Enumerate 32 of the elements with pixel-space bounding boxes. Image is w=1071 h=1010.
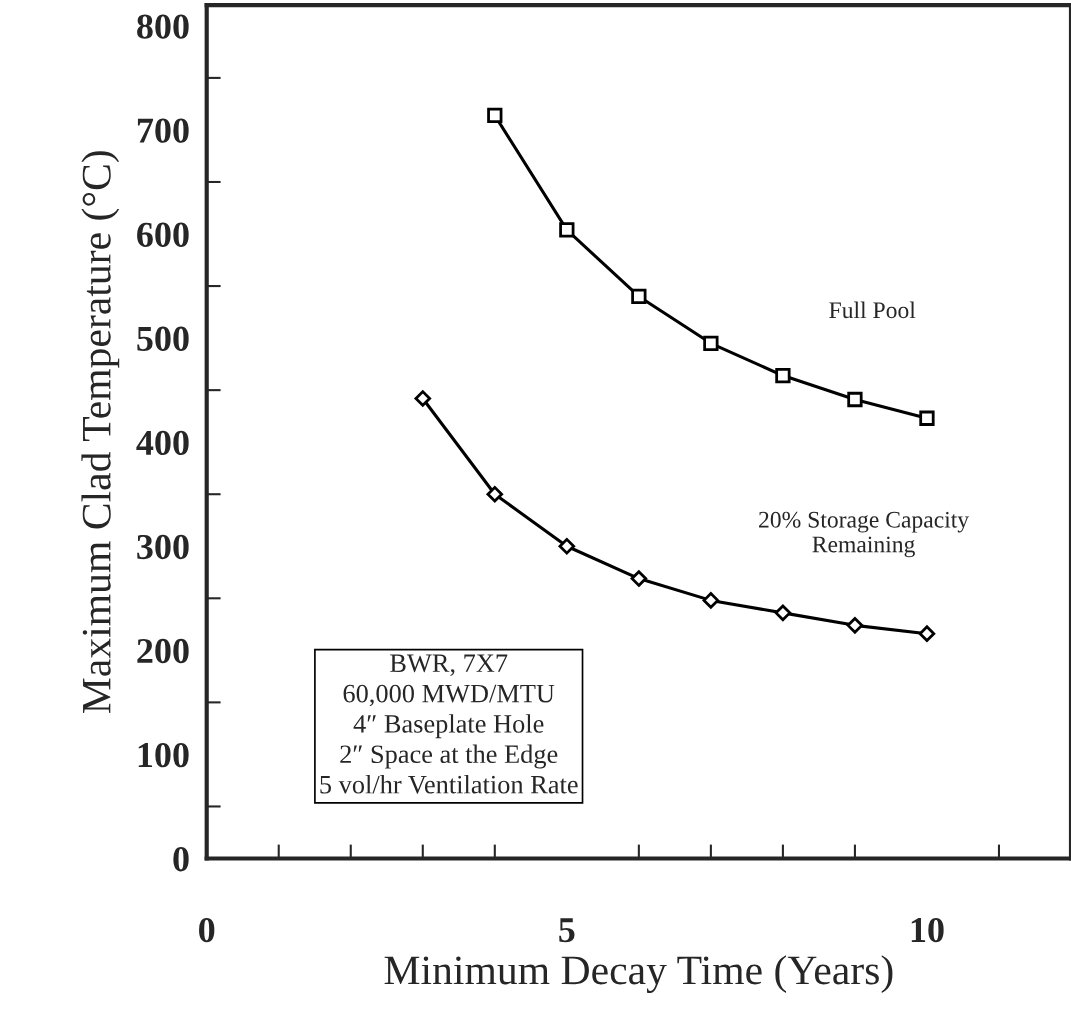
annotation: BWR, 7X7 60,000 MWD/MTU 4″ Baseplate Hole 2″ Space at the Edge 5 vol/hr Ventilation Rate: [320, 654, 578, 794]
y-tick-label: 800: [137, 14, 189, 39]
point: [559, 222, 575, 238]
y-tick-label: 100: [138, 742, 189, 768]
annotation: Full Pool: [829, 301, 916, 319]
x-tick-label: 10: [911, 917, 944, 943]
y-axis-title: Maximum Clad Temperature (°C): [81, 151, 120, 714]
point: [631, 288, 647, 305]
point: [486, 485, 504, 503]
point: [774, 604, 792, 622]
point: [414, 390, 432, 407]
point: [487, 107, 503, 124]
point: [703, 335, 719, 351]
point: [918, 625, 936, 642]
y-tick-label: 600: [137, 222, 189, 247]
x-tick-label: 0: [199, 917, 215, 943]
point: [847, 391, 863, 408]
point: [919, 410, 935, 426]
annotation: 20% Storage Capacity Remaining: [759, 511, 970, 558]
point: [846, 617, 864, 634]
y-tick-label: 400: [136, 430, 189, 456]
point: [775, 367, 791, 384]
x-tick-label: 5: [559, 918, 575, 943]
point: [558, 538, 576, 555]
point: [630, 570, 648, 587]
y-tick-label: 0: [173, 847, 189, 872]
y-tick-label: 300: [137, 534, 189, 560]
y-tick-label: 500: [137, 326, 189, 351]
y-tick-label: 200: [137, 638, 189, 664]
x-axis-title: Minimum Decay Time (Years): [384, 955, 893, 994]
y-tick-label: 700: [137, 118, 189, 143]
point: [702, 592, 720, 609]
